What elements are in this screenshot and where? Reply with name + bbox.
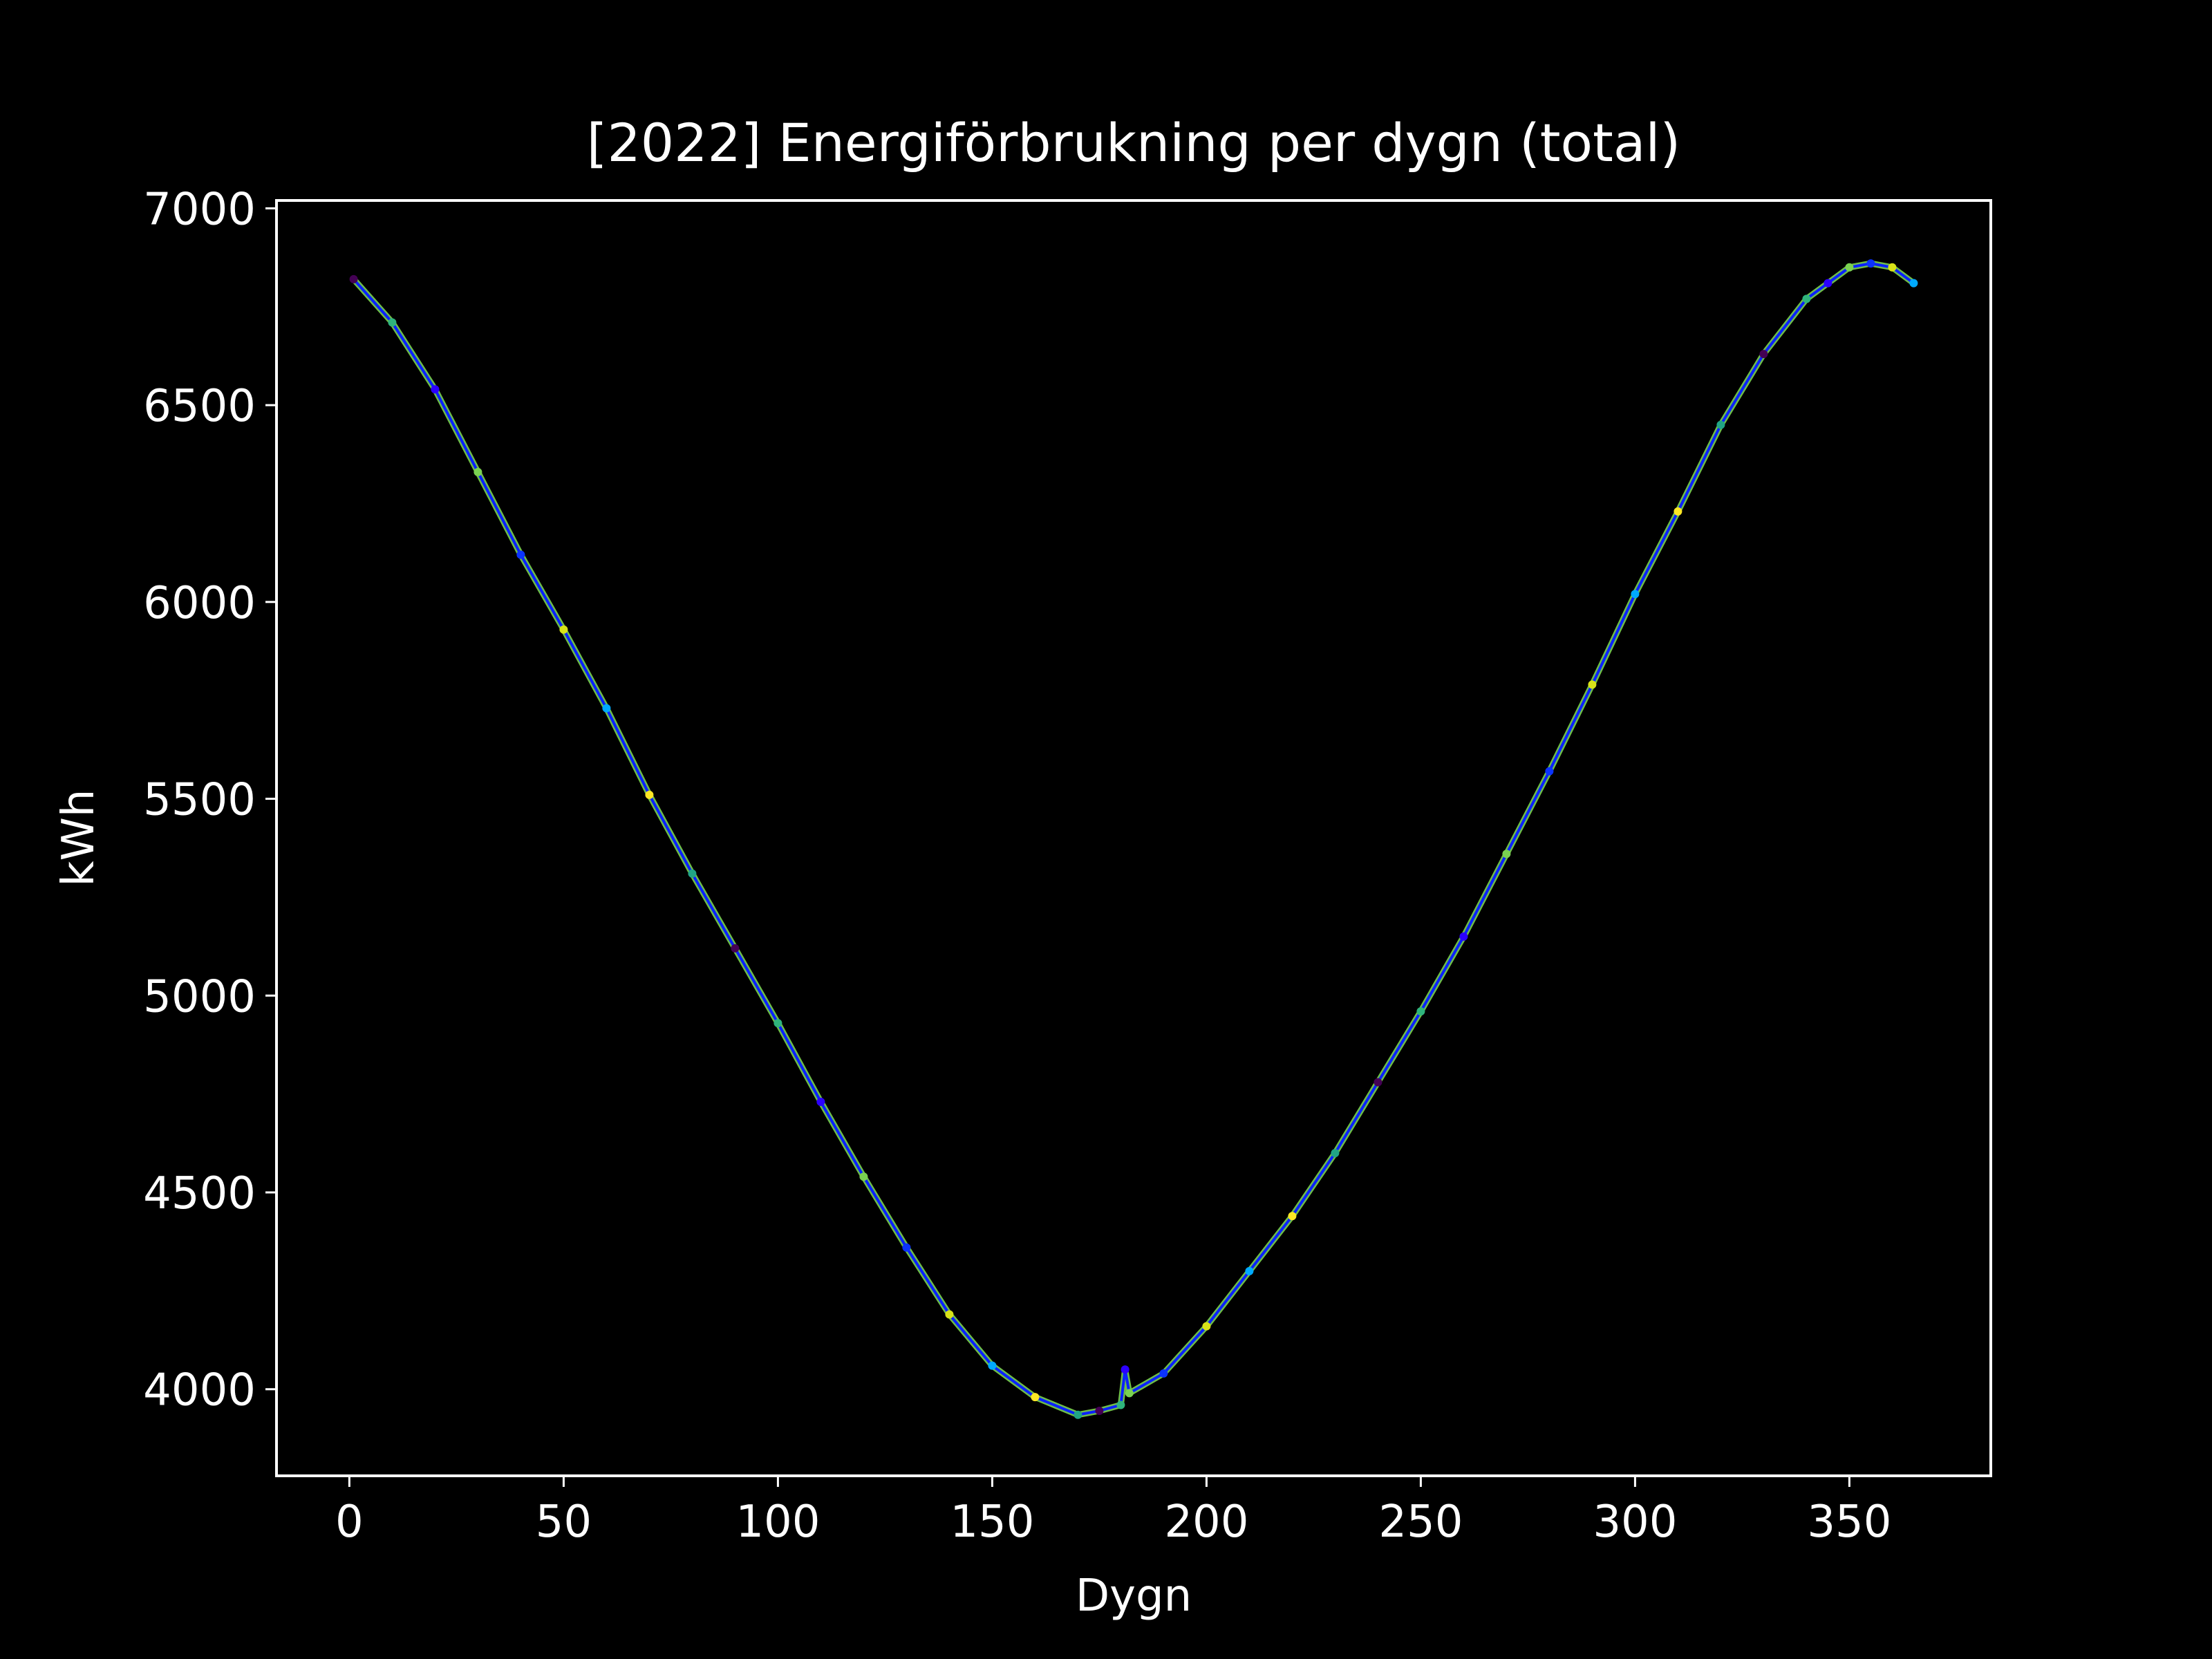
- data-point: [1674, 507, 1683, 516]
- x-tick-label: 0: [335, 1497, 364, 1548]
- y-tick-label: 4000: [143, 1365, 256, 1416]
- data-point: [1909, 279, 1918, 288]
- data-point: [1116, 1400, 1125, 1409]
- data-point: [1074, 1410, 1082, 1419]
- data-point: [1202, 1322, 1211, 1331]
- data-point: [1159, 1369, 1168, 1378]
- data-point: [945, 1310, 954, 1319]
- data-point: [349, 274, 358, 283]
- y-axis-label: kWh: [53, 789, 104, 887]
- data-point: [602, 704, 611, 713]
- x-tick-label: 200: [1164, 1497, 1248, 1548]
- data-point: [1095, 1407, 1104, 1415]
- data-point: [1245, 1266, 1254, 1275]
- data-point: [1121, 1365, 1130, 1374]
- data-point: [1866, 259, 1875, 268]
- x-tick-label: 50: [536, 1497, 592, 1548]
- x-tick-label: 250: [1378, 1497, 1463, 1548]
- data-point: [1824, 279, 1833, 288]
- data-point: [1845, 263, 1854, 272]
- data-point: [1125, 1389, 1134, 1398]
- data-point: [1502, 850, 1511, 859]
- x-axis: 0 50 100 150 200 250 300 350: [335, 1476, 1891, 1548]
- data-point: [1331, 1149, 1340, 1158]
- data-point: [1588, 680, 1597, 689]
- data-point: [859, 1172, 868, 1181]
- data-point: [559, 625, 568, 634]
- data-point: [774, 1019, 782, 1028]
- data-point: [474, 467, 482, 476]
- data-point: [1416, 1007, 1425, 1016]
- y-tick-label: 5500: [143, 775, 256, 826]
- data-point: [688, 869, 697, 878]
- data-point: [516, 550, 525, 559]
- y-tick-label: 7000: [143, 184, 256, 235]
- data-point: [645, 790, 654, 799]
- x-tick-label: 100: [735, 1497, 820, 1548]
- y-axis: 4000 4500 5000 5500 6000 6500 7000: [143, 184, 276, 1416]
- y-tick-label: 6500: [143, 381, 256, 432]
- data-point: [388, 318, 397, 327]
- data-point: [1459, 932, 1468, 941]
- x-tick-label: 300: [1593, 1497, 1677, 1548]
- data-layer: [349, 259, 1918, 1419]
- y-tick-label: 6000: [143, 578, 256, 629]
- data-point: [1374, 1078, 1382, 1087]
- y-tick-label: 5000: [143, 971, 256, 1022]
- data-point: [988, 1361, 997, 1370]
- data-point: [816, 1098, 825, 1106]
- data-point: [1802, 294, 1811, 303]
- data-point: [1888, 263, 1897, 272]
- data-point: [1716, 420, 1725, 429]
- chart-title: [2022] Energiförbrukning per dygn (total…: [587, 112, 1680, 174]
- plot-frame: [275, 199, 1992, 1477]
- data-point: [1545, 767, 1554, 776]
- data-point: [902, 1243, 911, 1252]
- data-point: [1288, 1212, 1297, 1221]
- x-tick-label: 150: [950, 1497, 1034, 1548]
- x-tick-label: 350: [1807, 1497, 1891, 1548]
- data-point: [431, 385, 440, 394]
- data-point: [731, 944, 740, 953]
- data-point: [1031, 1393, 1040, 1402]
- data-point: [1759, 350, 1768, 359]
- y-tick-label: 4500: [143, 1168, 256, 1219]
- data-point: [1631, 590, 1640, 599]
- x-axis-label: Dygn: [1076, 1571, 1192, 1622]
